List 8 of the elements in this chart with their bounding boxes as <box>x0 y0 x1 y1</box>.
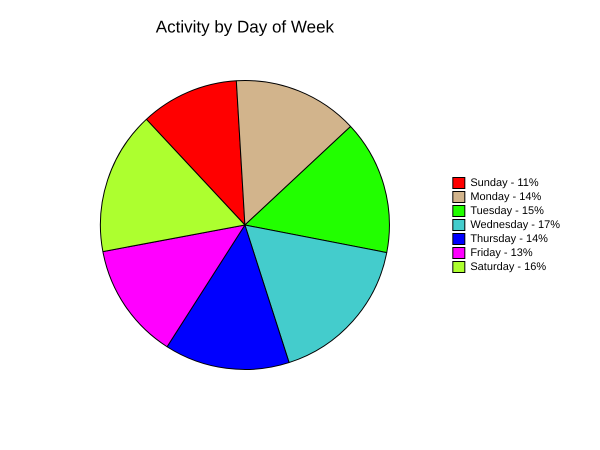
legend-label: Monday - 14% <box>470 191 542 204</box>
legend-label: Saturday - 16% <box>470 261 546 274</box>
legend-label: Thursday - 14% <box>470 233 548 246</box>
legend-label: Friday - 13% <box>470 247 533 260</box>
legend-label: Wednesday - 17% <box>470 219 560 232</box>
legend-label: Tuesday - 15% <box>470 205 544 218</box>
legend-label: Sunday - 11% <box>470 177 539 190</box>
chart-title: Activity by Day of Week <box>156 18 335 37</box>
